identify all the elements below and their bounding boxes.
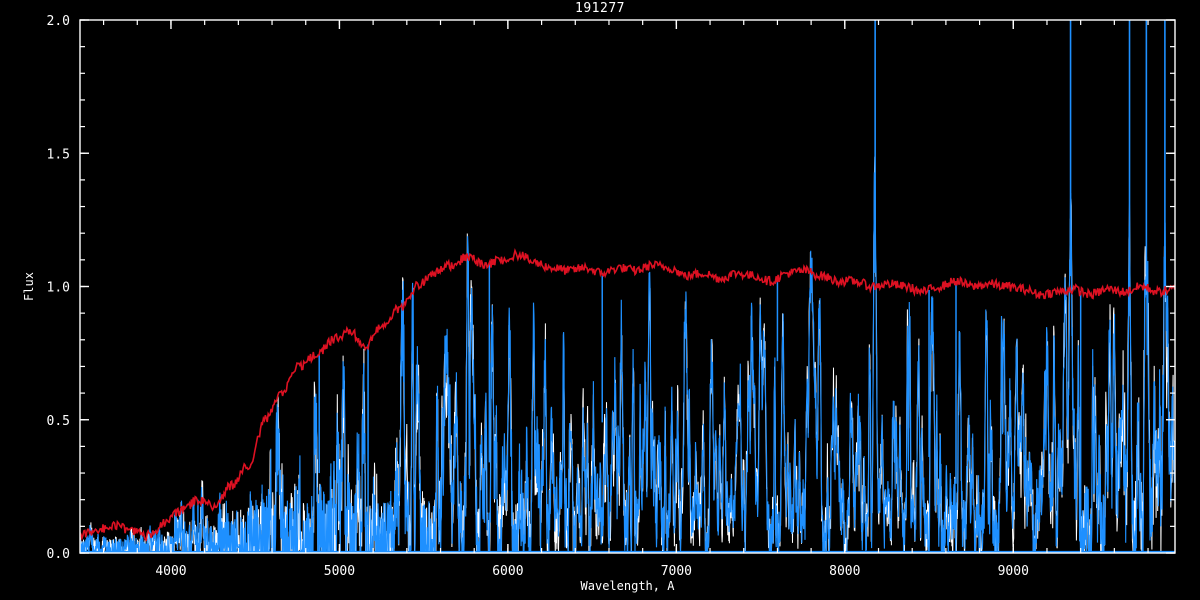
- x-tick-label: 6000: [492, 564, 523, 579]
- y-tick-label: 0.5: [47, 414, 70, 429]
- spectrum-traces: [80, 20, 1175, 553]
- observed-spectrum-white: [80, 156, 1175, 553]
- model-spectrum-blue: [80, 172, 1175, 553]
- x-tick-label: 4000: [155, 564, 186, 579]
- y-tick-label: 0.0: [47, 547, 70, 562]
- continuum-fit-red: [80, 247, 1175, 542]
- x-tick-label: 5000: [324, 564, 355, 579]
- page-title: 191277: [575, 1, 625, 16]
- y-tick-label: 1.5: [47, 147, 70, 162]
- y-tick-label: 1.0: [47, 281, 70, 296]
- x-tick-label: 7000: [661, 564, 692, 579]
- x-tick-label: 8000: [829, 564, 860, 579]
- y-tick-label: 2.0: [47, 14, 70, 29]
- plot-area: 4000 5000 6000 7000 8000 9000 0.0 0.5 1.0 1.5 2.0 W…: [22, 14, 1176, 593]
- x-tick-label: 9000: [998, 564, 1029, 579]
- x-axis-label: Wavelength, A: [581, 579, 676, 593]
- y-axis-label: Flux: [22, 272, 36, 301]
